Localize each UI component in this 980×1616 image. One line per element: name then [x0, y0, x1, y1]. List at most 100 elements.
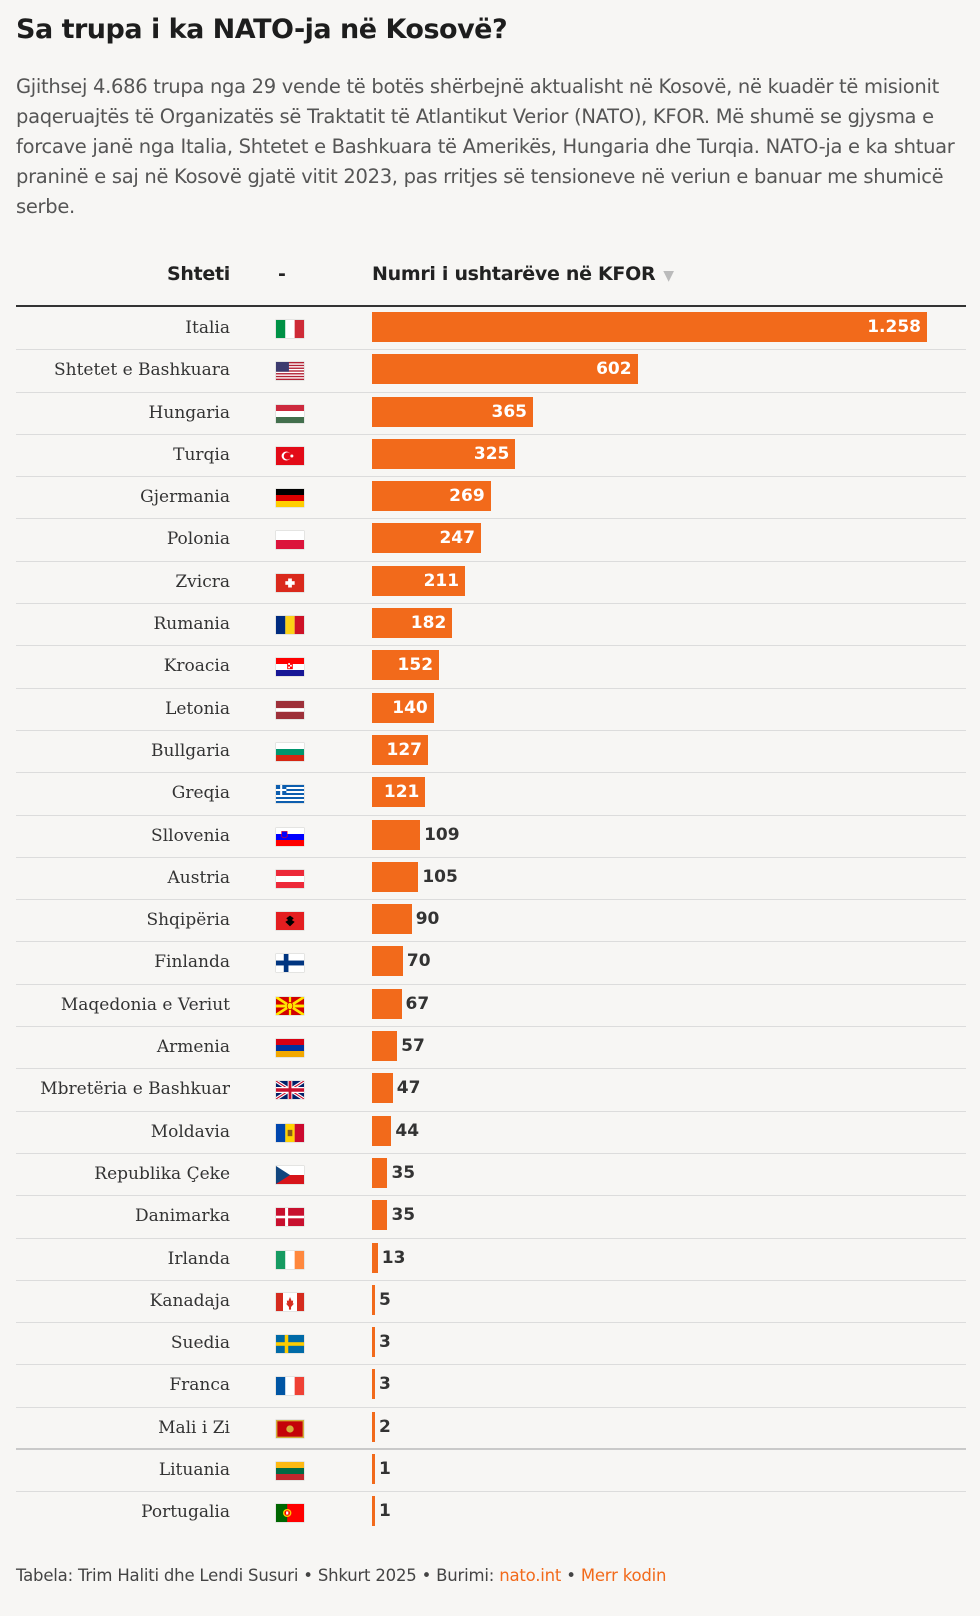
table-row: Mbretëria e Bashkuar 47	[16, 1069, 966, 1112]
bar: 365	[372, 396, 534, 427]
bar: 140	[372, 692, 434, 723]
value-label: 5	[379, 1289, 391, 1310]
get-code-link[interactable]: Merr kodin	[580, 1566, 667, 1585]
bar: 269	[372, 481, 491, 512]
bar	[372, 1454, 375, 1485]
bar	[372, 1031, 398, 1062]
column-header-country-label: Shteti	[167, 263, 230, 285]
value-label: 211	[423, 570, 460, 591]
value-label: 35	[391, 1205, 416, 1226]
flag-portugal-icon	[276, 1504, 304, 1523]
flag-latvia-icon	[276, 700, 304, 719]
table-row: Gjermania 269	[16, 477, 966, 520]
value-label: 602	[596, 359, 632, 380]
flag-lithuania-icon	[276, 1462, 304, 1481]
flag-uk-icon	[276, 1081, 304, 1100]
table-row: Sllovenia 109	[16, 816, 966, 858]
flag-sweden-icon	[276, 1335, 304, 1354]
bar: 121	[372, 777, 426, 808]
table-row: Lituania 1	[16, 1450, 966, 1493]
value-label: 1	[379, 1459, 391, 1480]
sort-down-icon[interactable]: ▼	[663, 268, 674, 284]
page-title: Sa trupa i ka NATO-ja në Kosovë?	[16, 14, 508, 45]
country-name: Moldavia	[150, 1121, 230, 1142]
country-name: Letonia	[165, 698, 230, 719]
bar	[372, 1200, 388, 1231]
bar	[372, 1411, 375, 1442]
country-name: Suedia	[170, 1333, 230, 1354]
value-label: 2	[379, 1416, 391, 1437]
value-label: 247	[439, 528, 475, 549]
value-label: 140	[392, 697, 428, 718]
country-name: Turqia	[173, 444, 230, 465]
table-row: Mali i Zi 2	[16, 1408, 966, 1451]
bar	[372, 1115, 392, 1146]
country-name: Franca	[169, 1375, 230, 1396]
flag-montenegro-icon	[276, 1419, 304, 1438]
table-row: Shtetet e Bashkuara 602	[16, 350, 966, 393]
flag-finland-icon	[276, 954, 304, 973]
table-row: Finlanda 70	[16, 942, 966, 985]
table-row: Irlanda 13	[16, 1239, 966, 1281]
bar: 325	[372, 438, 516, 469]
country-name: Mbretëria e Bashkuar	[40, 1079, 230, 1100]
flag-moldova-icon	[276, 1123, 304, 1142]
flag-north-macedonia-icon	[276, 996, 304, 1015]
country-name: Zvicra	[175, 571, 230, 592]
table-row: Maqedonia e Veriut 67	[16, 985, 966, 1028]
column-header-country[interactable]: Shteti	[167, 263, 230, 285]
table-row: Danimarka 35	[16, 1196, 966, 1239]
table-row: Turqia 325	[16, 435, 966, 478]
column-header-flag[interactable]: -	[278, 263, 286, 285]
value-label: 105	[422, 866, 458, 887]
country-name: Armenia	[156, 1037, 230, 1058]
value-label: 90	[415, 909, 440, 930]
flag-greece-icon	[276, 785, 304, 804]
table-row: Armenia 57	[16, 1027, 966, 1070]
country-name: Gjermania	[140, 487, 230, 508]
country-name: Kroacia	[163, 656, 230, 677]
value-label: 121	[383, 782, 420, 803]
column-header-value[interactable]: Numri i ushtarëve në KFOR ▼	[372, 263, 674, 285]
table-row: Rumania 182	[16, 604, 966, 647]
value-label: 3	[379, 1374, 391, 1395]
value-label: 57	[401, 1036, 425, 1057]
value-label: 109	[424, 824, 460, 845]
flag-denmark-icon	[276, 1208, 304, 1227]
bar	[372, 861, 419, 892]
value-label: 44	[395, 1120, 420, 1141]
table-row: Republika Çeke 35	[16, 1154, 966, 1197]
country-name: Mali i Zi	[158, 1417, 230, 1438]
table-row: Hungaria 365	[16, 393, 966, 435]
table-row: Austria 105	[16, 858, 966, 901]
bar: 247	[372, 523, 481, 554]
country-name: Lituania	[158, 1460, 230, 1481]
bar: 211	[372, 565, 466, 596]
column-header-flag-label: -	[278, 263, 286, 285]
country-name: Irlanda	[167, 1248, 230, 1269]
bar	[372, 1284, 375, 1315]
country-name: Sllovenia	[151, 825, 230, 846]
country-name: Kanadaja	[149, 1290, 230, 1311]
table-row: Bullgaria 127	[16, 731, 966, 774]
footer-credits: Tabela: Trim Haliti dhe Lendi Susuri • S…	[16, 1566, 500, 1585]
flag-ireland-icon	[276, 1250, 304, 1269]
table-row: Italia 1.258	[16, 308, 966, 351]
source-link[interactable]: nato.int	[499, 1566, 562, 1585]
flag-armenia-icon	[276, 1039, 304, 1058]
column-header-value-label: Numri i ushtarëve në KFOR	[372, 263, 656, 285]
country-name: Republika Çeke	[94, 1163, 230, 1184]
table-body: Italia 1.258 Shtetet e Bashkuara 602 Hungari…	[0, 308, 980, 1535]
value-label: 47	[396, 1078, 421, 1099]
table-row: Polonia 247	[16, 519, 966, 562]
flag-italy-icon	[276, 320, 304, 338]
country-name: Portugalia	[141, 1502, 230, 1523]
country-name: Bullgaria	[150, 740, 230, 761]
chart-description: Gjithsej 4.686 trupa nga 29 vende të bot…	[16, 75, 955, 218]
bar: 127	[372, 734, 429, 765]
country-name: Rumania	[153, 614, 230, 635]
table-row: Franca 3	[16, 1365, 966, 1408]
country-name: Italia	[185, 318, 230, 338]
table-row: Zvicra 211	[16, 562, 966, 605]
bar	[372, 1496, 375, 1527]
